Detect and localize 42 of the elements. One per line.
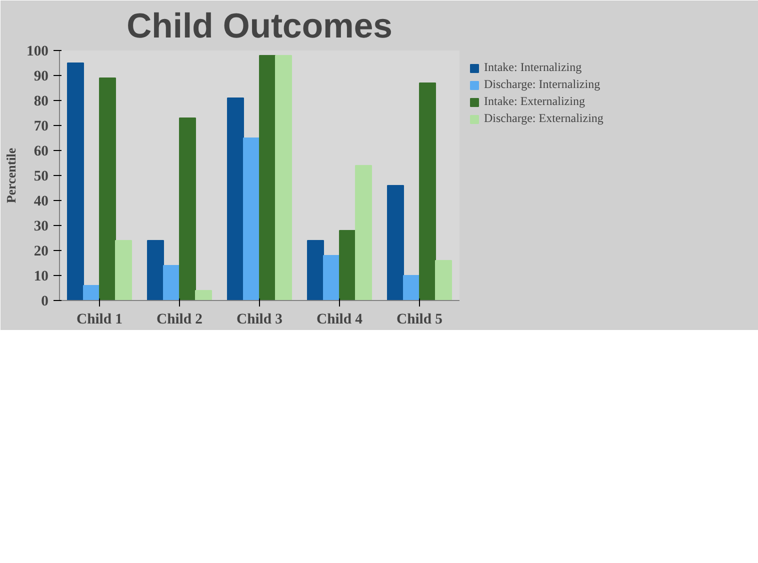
y-tick-label: 30 <box>34 218 48 234</box>
bar <box>275 55 292 300</box>
x-tick-label: Child 4 <box>316 312 364 328</box>
x-tick-label: Child 5 <box>396 312 443 328</box>
legend-label: Intake: Internalizing <box>484 60 582 75</box>
bar <box>387 185 404 300</box>
y-tick-label: 0 <box>41 294 48 310</box>
y-tick-label: 50 <box>34 168 48 184</box>
y-tick-label: 100 <box>26 44 48 60</box>
legend-label: Discharge: Internalizing <box>484 77 600 92</box>
bar <box>435 260 452 300</box>
bar <box>355 165 372 300</box>
bar <box>243 138 260 300</box>
legend-label: Intake: Externalizing <box>484 94 585 109</box>
y-tick-label: 10 <box>34 268 48 284</box>
x-tick-label: Child 3 <box>236 312 283 328</box>
y-tick-label: 80 <box>34 94 48 110</box>
bar <box>307 240 324 300</box>
bar <box>339 230 356 300</box>
y-axis-title: Percentile <box>4 148 19 204</box>
bar <box>83 285 100 300</box>
bar <box>163 265 180 300</box>
bar <box>323 255 340 300</box>
bar <box>259 55 276 300</box>
bar <box>419 82 436 300</box>
x-tick-label: Child 1 <box>76 312 123 328</box>
bar <box>179 118 196 300</box>
bar <box>67 62 84 300</box>
bar <box>403 275 420 300</box>
y-tick-label: 90 <box>34 68 48 84</box>
bar <box>115 240 132 300</box>
bar <box>227 98 244 300</box>
y-tick-label: 70 <box>34 118 48 134</box>
legend-label: Discharge: Externalizing <box>484 111 604 126</box>
x-tick-label: Child 2 <box>156 312 203 328</box>
y-tick-label: 60 <box>34 144 48 160</box>
bar <box>195 290 212 300</box>
bar <box>99 78 116 300</box>
chart-title: Child Outcomes <box>126 8 392 46</box>
bar <box>147 240 164 300</box>
y-tick-label: 20 <box>34 244 48 260</box>
y-tick-label: 40 <box>34 194 48 210</box>
